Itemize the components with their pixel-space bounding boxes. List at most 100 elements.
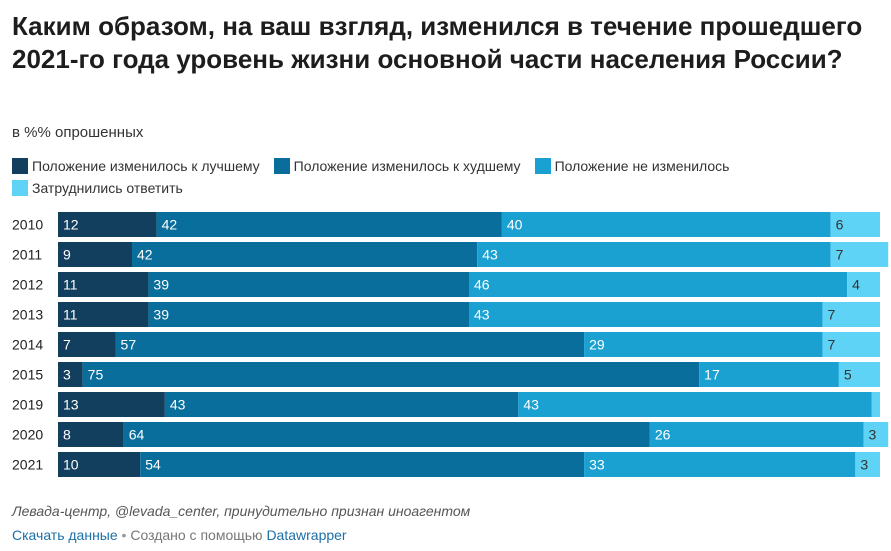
- data-label-2021-2: 54: [145, 457, 161, 473]
- legend-item-unchanged: Положение не изменилось: [534, 158, 729, 174]
- bar-segment-2014-2: [115, 332, 585, 357]
- bar-segment-2010-3: [501, 212, 831, 237]
- data-label-2010-2: 42: [162, 217, 178, 233]
- bar-segment-2015-4: [838, 362, 880, 387]
- data-label-2021-4: 3: [860, 457, 868, 473]
- data-label-2014-1: 7: [63, 337, 71, 353]
- bar-segment-2012-2: [148, 272, 470, 297]
- bar-segment-2015-1: [58, 362, 83, 387]
- legend-item-better: Положение изменилось к лучшему: [12, 158, 260, 174]
- bar-segment-2020-4: [863, 422, 889, 447]
- bar-segment-2013-3: [469, 302, 823, 327]
- data-label-2010-4: 6: [836, 217, 844, 233]
- data-label-2012-4: 4: [852, 277, 860, 293]
- bar-segment-2011-1: [58, 242, 132, 267]
- data-label-2019-1: 13: [63, 397, 79, 413]
- bar-segment-2014-3: [584, 332, 823, 357]
- bar-segment-2019-4: [871, 392, 880, 417]
- category-label-2021: 2021: [12, 457, 43, 473]
- data-label-2013-1: 11: [63, 307, 78, 323]
- data-label-2019-3: 43: [523, 397, 539, 413]
- legend-swatch: [12, 180, 28, 196]
- legend-item-worse: Положение изменилось к худшему: [273, 158, 521, 174]
- source-note: Левада-центр, @levada_center, принудител…: [12, 503, 471, 519]
- bar-segment-2013-2: [148, 302, 470, 327]
- data-label-2010-1: 12: [63, 217, 79, 233]
- data-label-2015-3: 17: [704, 367, 720, 383]
- legend-label: Положение изменилось к худшему: [293, 158, 521, 174]
- bar-segment-2015-2: [82, 362, 700, 387]
- legend-swatch: [534, 158, 551, 174]
- bar-segment-2019-2: [164, 392, 519, 417]
- bar-segment-2020-1: [58, 422, 124, 447]
- download-data-link[interactable]: Скачать данные: [12, 527, 118, 543]
- category-label-2015: 2015: [12, 367, 43, 383]
- bar-segment-2013-4: [822, 302, 880, 327]
- data-label-2011-2: 42: [137, 247, 153, 263]
- bar-segment-2015-3: [699, 362, 839, 387]
- data-label-2014-4: 7: [827, 337, 835, 353]
- bar-segment-2014-4: [822, 332, 880, 357]
- data-label-2020-3: 26: [655, 427, 671, 443]
- data-label-2014-3: 29: [589, 337, 605, 353]
- bar-segment-2020-2: [123, 422, 650, 447]
- data-label-2019-2: 43: [170, 397, 186, 413]
- bar-segment-2011-2: [131, 242, 478, 267]
- category-label-2013: 2013: [12, 307, 43, 323]
- bar-segment-2011-3: [477, 242, 831, 267]
- data-label-2013-3: 43: [474, 307, 490, 323]
- category-label-2019: 2019: [12, 397, 43, 413]
- data-label-2014-2: 57: [121, 337, 137, 353]
- bar-segment-2021-1: [58, 452, 141, 477]
- bar-segment-2014-1: [58, 332, 116, 357]
- footer-separator: •: [121, 527, 127, 543]
- bar-segment-2013-1: [58, 302, 149, 327]
- bar-segment-2010-4: [830, 212, 880, 237]
- data-label-2012-2: 39: [153, 277, 169, 293]
- data-label-2011-1: 9: [63, 247, 71, 263]
- bar-segment-2019-3: [518, 392, 872, 417]
- category-label-2011: 2011: [12, 247, 42, 263]
- data-label-2020-2: 64: [129, 427, 145, 443]
- bar-segment-2012-4: [847, 272, 880, 297]
- category-label-2010: 2010: [12, 217, 43, 233]
- stacked-bar-chart: 2010 12 42 40 6 2011 9 42 43 7 2012 11 39 4 6 4 2013 11 39…: [12, 212, 889, 477]
- chart-subtitle: в %% опрошенных: [12, 124, 144, 141]
- data-label-2015-2: 75: [88, 367, 104, 383]
- bar-segment-2012-3: [469, 272, 848, 297]
- bar-segment-2021-4: [855, 452, 880, 477]
- bar-segment-2021-3: [584, 452, 856, 477]
- bar-segment-2011-4: [830, 242, 889, 267]
- data-label-2021-3: 33: [589, 457, 605, 473]
- data-label-2020-1: 8: [63, 427, 71, 443]
- legend-swatch: [12, 158, 28, 174]
- legend-label: Затруднились ответить: [32, 180, 183, 196]
- created-with-text: Создано с помощью: [130, 527, 263, 543]
- category-label-2012: 2012: [12, 277, 43, 293]
- category-label-2014: 2014: [12, 337, 43, 353]
- data-label-2015-4: 5: [844, 367, 852, 383]
- data-label-2011-4: 7: [836, 247, 844, 263]
- data-label-2020-4: 3: [869, 427, 877, 443]
- bar-segment-2020-3: [649, 422, 864, 447]
- legend-item-undecided: Затруднились ответить: [12, 180, 183, 196]
- data-label-2013-4: 7: [827, 307, 835, 323]
- data-label-2015-1: 3: [63, 367, 71, 383]
- bar-segment-2010-2: [156, 212, 502, 237]
- bar-segment-2010-1: [58, 212, 157, 237]
- footer-links: Скачать данные • Создано с помощью Dataw…: [12, 527, 347, 543]
- datawrapper-link[interactable]: Datawrapper: [266, 527, 347, 543]
- bar-segment-2019-1: [58, 392, 165, 417]
- legend-row: Положение изменилось к лучшему Положение…: [12, 155, 872, 177]
- data-label-2021-1: 10: [63, 457, 79, 473]
- legend-row: Затруднились ответить: [12, 177, 872, 199]
- chart-title: Каким образом, на ваш взгляд, изменился …: [12, 11, 863, 74]
- category-label-2020: 2020: [12, 427, 43, 443]
- legend: Положение изменилось к лучшему Положение…: [12, 155, 872, 199]
- data-label-2012-1: 11: [63, 277, 78, 293]
- data-label-2010-3: 40: [507, 217, 523, 233]
- bar-segment-2021-2: [140, 452, 585, 477]
- data-label-2011-3: 43: [482, 247, 498, 263]
- data-label-2013-2: 39: [153, 307, 169, 323]
- bar-segment-2012-1: [58, 272, 149, 297]
